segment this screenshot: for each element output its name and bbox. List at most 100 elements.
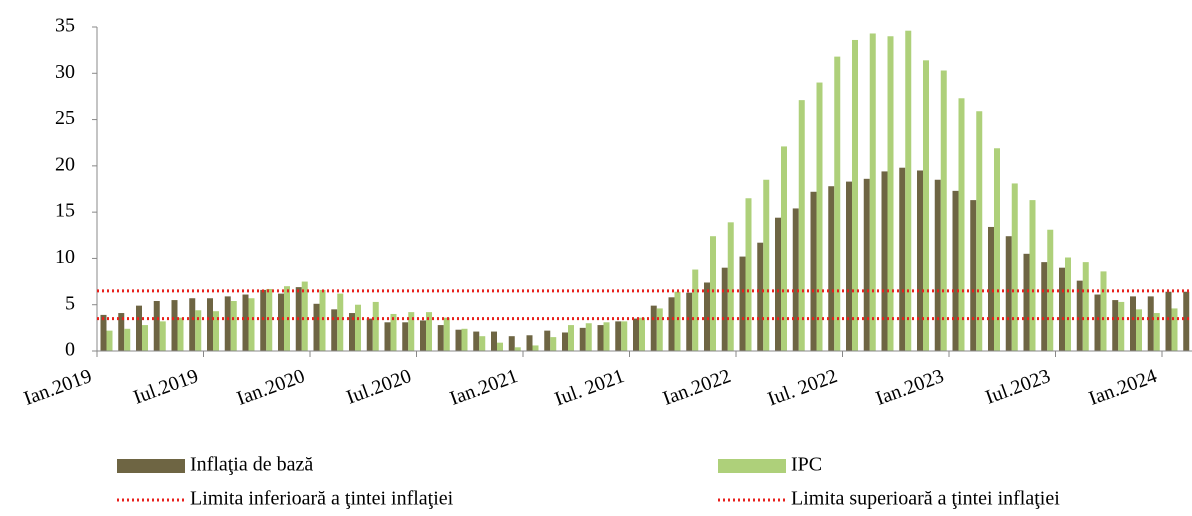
bar: [1171, 308, 1178, 351]
bar: [195, 310, 202, 351]
bar: [704, 282, 710, 351]
bar: [1041, 262, 1048, 351]
bar: [408, 312, 415, 351]
bar: [1130, 296, 1136, 351]
bar: [437, 325, 444, 351]
bar: [544, 330, 551, 351]
y-tick-label: 5: [65, 292, 75, 314]
bar: [639, 317, 645, 351]
bar: [923, 60, 929, 351]
bar: [142, 325, 148, 351]
bar: [976, 111, 983, 352]
bar: [899, 167, 906, 351]
bar: [852, 39, 858, 352]
bar: [248, 298, 255, 351]
bar: [1023, 253, 1030, 351]
bar: [686, 292, 693, 351]
bar: [792, 208, 799, 351]
bar: [124, 328, 131, 351]
bar: [331, 309, 338, 351]
x-tick-label: Ian.2021: [447, 365, 521, 410]
bar: [491, 331, 497, 351]
y-tick-label: 10: [55, 246, 75, 268]
legend-swatch: [718, 459, 786, 473]
bar: [810, 191, 817, 351]
bar: [230, 301, 237, 351]
bar: [1005, 236, 1012, 351]
bar: [1165, 291, 1172, 351]
bar: [426, 312, 432, 351]
bar: [153, 301, 160, 351]
bar: [798, 100, 805, 351]
bar: [177, 317, 184, 351]
bar: [603, 322, 610, 351]
legend-label: Limita superioară a ţintei inflaţiei: [791, 488, 1060, 510]
bar: [887, 36, 894, 351]
bar: [934, 179, 941, 351]
bar: [443, 317, 450, 351]
bar: [692, 269, 699, 351]
bar: [242, 294, 249, 351]
bar: [1082, 262, 1089, 351]
y-tick-label: 30: [55, 61, 75, 83]
bar: [562, 332, 568, 351]
bar: [988, 226, 994, 351]
bar: [579, 327, 586, 351]
bar: [633, 318, 639, 351]
bar: [526, 335, 533, 351]
y-tick-label: 35: [55, 15, 75, 37]
x-tick-label: Ian.2019: [21, 365, 95, 410]
bar: [1094, 294, 1101, 351]
bar: [420, 320, 426, 351]
x-tick-label: Iul.2020: [344, 365, 415, 409]
bar: [1100, 271, 1107, 351]
bar: [366, 318, 373, 351]
y-tick-label: 20: [55, 153, 75, 175]
bar: [763, 179, 770, 351]
bar: [473, 331, 480, 351]
x-tick-label: Ian.2023: [873, 365, 947, 410]
bar: [597, 325, 604, 351]
bar: [781, 146, 787, 351]
bar: [514, 347, 521, 351]
x-tick-label: Ian.2020: [234, 365, 308, 410]
bar: [266, 288, 273, 351]
bar: [106, 330, 113, 351]
bar: [313, 303, 320, 351]
bar: [917, 170, 923, 351]
x-tick-label: Ian.2022: [660, 365, 734, 410]
bar: [319, 289, 326, 351]
bar: [189, 298, 196, 351]
bar: [1147, 296, 1154, 351]
bar: [668, 297, 675, 351]
bar: [863, 178, 870, 351]
bar: [118, 313, 125, 351]
legend-swatch: [117, 459, 185, 473]
bar: [1136, 309, 1142, 351]
bar: [994, 148, 1000, 351]
bar: [479, 336, 486, 351]
bar: [721, 267, 728, 351]
bar: [905, 30, 912, 352]
legend-label: Limita inferioară a ţintei inflaţiei: [190, 488, 454, 510]
bar: [1112, 300, 1119, 351]
legend-label: IPC: [791, 454, 822, 476]
bar: [1183, 291, 1190, 351]
y-tick-label: 0: [65, 339, 75, 361]
bar: [532, 345, 539, 351]
bar: [940, 70, 947, 351]
bar: [159, 321, 166, 351]
bar: [550, 337, 557, 351]
bar: [958, 98, 965, 351]
bar: [337, 293, 344, 351]
bar: [739, 256, 746, 351]
bar: [745, 198, 752, 351]
bar: [970, 200, 977, 351]
bar: [1076, 280, 1083, 351]
x-tick-label: Iul. 2021: [552, 365, 627, 410]
bar: [1059, 267, 1065, 351]
bar: [455, 329, 462, 351]
bar: [775, 217, 781, 351]
bar: [372, 301, 379, 351]
